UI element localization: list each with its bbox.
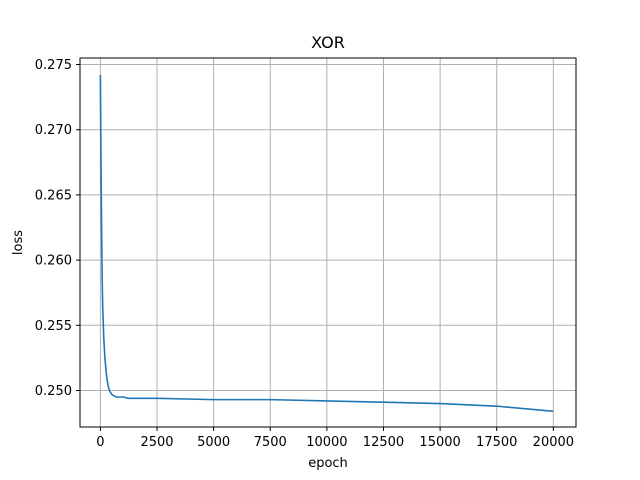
x-tick-label: 5000 — [197, 435, 230, 450]
plot-frame — [79, 57, 577, 428]
x-tick-label: 20000 — [533, 435, 574, 450]
x-tick-label: 12500 — [363, 435, 404, 450]
y-axis-ticks: 0.250 0.255 0.260 0.265 0.270 0.275 — [35, 58, 80, 399]
x-tick-label: 2500 — [140, 435, 173, 450]
y-tick-label: 0.250 — [35, 384, 72, 399]
series-layer — [99, 74, 554, 413]
y-tick-label: 0.255 — [35, 319, 72, 334]
x-tick-label: 17500 — [476, 435, 517, 450]
x-tick-label: 10000 — [306, 435, 347, 450]
y-tick-label: 0.265 — [35, 188, 72, 203]
y-tick-label: 0.275 — [35, 58, 72, 73]
x-axis-title: epoch — [308, 456, 348, 471]
x-tick-label: 15000 — [419, 435, 460, 450]
y-tick-label: 0.270 — [35, 123, 72, 138]
x-tick-label: 0 — [96, 435, 104, 450]
y-axis-title: loss — [11, 230, 26, 255]
loss-series-line — [99, 74, 554, 413]
x-axis-ticks: 0 2500 5000 7500 10000 12500 15000 17500 20000 — [96, 427, 574, 450]
chart-title: XOR — [311, 33, 345, 52]
x-tick-label: 7500 — [254, 435, 287, 450]
y-tick-label: 0.260 — [35, 254, 72, 269]
grid — [80, 58, 576, 427]
